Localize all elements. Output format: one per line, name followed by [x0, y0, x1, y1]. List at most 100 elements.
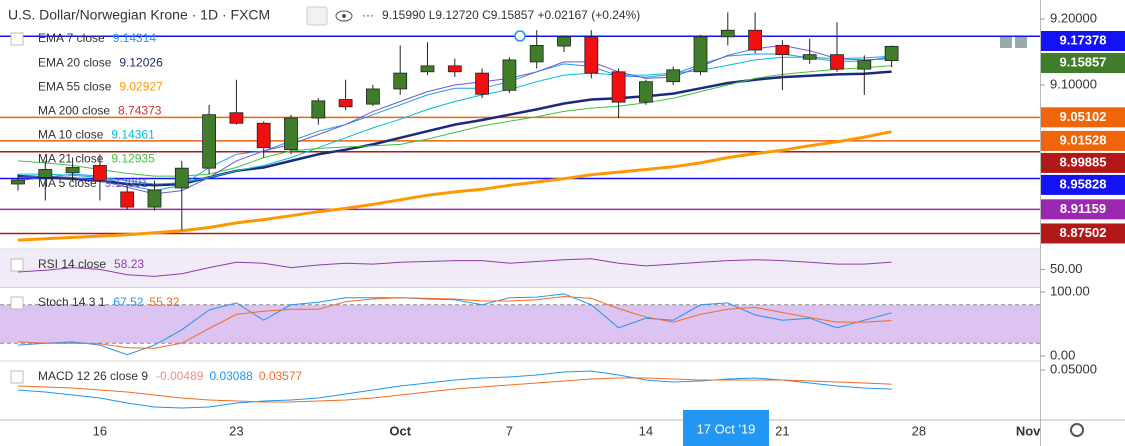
price-label: 9.15857 — [1060, 54, 1107, 69]
candle-body — [475, 72, 490, 95]
legend-collapse — [10, 296, 24, 310]
candle-body — [229, 112, 244, 124]
legend-value: 9.12935 — [111, 152, 155, 166]
stoch-pane — [0, 293, 1040, 356]
price-label: 9.20000 — [1050, 10, 1097, 25]
price-label-box — [1041, 31, 1125, 52]
candle-body — [447, 65, 462, 73]
icon-button[interactable] — [306, 6, 328, 26]
candle-body — [502, 59, 517, 91]
y-tick-label: 100.00 — [1050, 283, 1090, 298]
overlay-line — [17, 65, 892, 177]
marker — [514, 30, 526, 42]
legend-name: EMA 20 close — [38, 55, 112, 69]
candle-body — [884, 45, 899, 62]
candle-body — [38, 169, 53, 178]
legend-value: 8.74373 — [118, 103, 162, 117]
overlay-line — [17, 44, 892, 195]
candle-body — [639, 81, 653, 103]
symbol-title: U.S. Dollar/Norwegian Krone · 1D · FXCM — [8, 7, 270, 23]
settings-icon[interactable] — [1070, 423, 1084, 437]
candle-body — [11, 179, 25, 185]
price-label-box — [1041, 152, 1125, 173]
overlay-line — [17, 53, 892, 192]
candle-body — [65, 167, 80, 174]
candle-body — [120, 191, 135, 208]
x-tick-label: 14 — [639, 423, 653, 438]
overlay-line — [17, 130, 892, 242]
candle-body — [93, 165, 107, 182]
legend-name: RSI 14 close — [38, 257, 106, 271]
legend-name: EMA 7 close — [38, 31, 105, 45]
indicator-line — [17, 370, 892, 409]
scale-icon[interactable] — [1000, 37, 1012, 48]
candle-body — [693, 36, 708, 73]
candle-body — [557, 36, 571, 47]
legend-name: Stoch 14 3 1 — [38, 295, 106, 309]
candle-body — [311, 100, 326, 119]
legend-name: MA 21 close — [38, 152, 104, 166]
ohlc-readout: 9.15990 L9.12720 C9.15857 +0.02167 (+0.2… — [382, 8, 640, 22]
candle-body — [802, 54, 817, 60]
x-tick-label: 21 — [775, 423, 789, 438]
candle-body — [830, 54, 844, 70]
candle-body — [174, 167, 189, 189]
x-tick-label: 16 — [93, 423, 107, 438]
candle-body — [256, 122, 271, 149]
price-label-box — [1041, 199, 1125, 220]
price-label: 9.17378 — [1060, 32, 1107, 47]
legend-value: 9.13991 — [105, 176, 149, 190]
price-label-box — [1041, 223, 1125, 244]
legend-name: EMA 55 close — [38, 79, 112, 93]
legend-value: 55.32 — [149, 295, 179, 309]
legend-value: 9.14314 — [113, 31, 157, 45]
legend-value: 9.02927 — [119, 79, 163, 93]
eye-icon[interactable] — [335, 10, 353, 22]
x-tick-label: Nov — [1016, 423, 1041, 438]
scale-icon[interactable] — [1015, 37, 1027, 48]
candle-body — [393, 72, 408, 90]
legend-name: MACD 12 26 close 9 — [38, 369, 148, 383]
axes: 16 23 Oct 7 14 21 28 Nov 50.00 100.00 0.000.05000 9… — [93, 10, 1125, 438]
price-label-box — [1041, 174, 1125, 195]
candle-body — [147, 189, 162, 208]
overlay-line — [18, 55, 892, 185]
legend-collapse — [10, 258, 24, 272]
price-label: 8.95828 — [1060, 176, 1107, 191]
y-tick-label: 0.05000 — [1050, 361, 1097, 376]
rsi-band — [0, 250, 1040, 287]
price-label: 8.87502 — [1060, 225, 1107, 240]
indicator-line — [17, 258, 892, 277]
candle-body — [202, 114, 217, 169]
candle-body — [666, 69, 681, 83]
candle-body — [284, 117, 298, 151]
y-tick-label: 0.00 — [1050, 347, 1075, 362]
candle-body — [529, 45, 544, 63]
legend-value: 58.23 — [114, 257, 144, 271]
legend-value: 9.12026 — [119, 55, 163, 69]
legend-value: 0.03088 — [209, 369, 253, 383]
candle-body — [775, 45, 790, 56]
price-label-box — [1041, 107, 1125, 128]
price-label: 8.99885 — [1060, 154, 1107, 169]
macd-pane — [17, 370, 892, 409]
legend-value: 9.14361 — [111, 128, 155, 142]
crosshair-date-box — [683, 410, 769, 446]
candle-body — [720, 29, 735, 38]
legend-name: MA 10 close — [38, 128, 104, 142]
more-icon[interactable]: ··· — [362, 8, 374, 22]
price-label: 9.01528 — [1060, 132, 1107, 147]
legend-value: 67.52 — [113, 295, 143, 309]
price-label: 9.10000 — [1050, 76, 1097, 91]
indicator-line — [17, 295, 892, 349]
x-tick-label: 23 — [229, 423, 243, 438]
legend-collapse — [10, 370, 24, 384]
legend-value: 0.03577 — [259, 369, 303, 383]
price-pane — [0, 12, 1040, 242]
x-tick-label: 28 — [912, 423, 926, 438]
price-label: 9.05102 — [1060, 109, 1107, 124]
candle-body — [584, 36, 599, 74]
indicator-line — [17, 377, 892, 403]
legend-name: MA 200 close — [38, 103, 110, 117]
